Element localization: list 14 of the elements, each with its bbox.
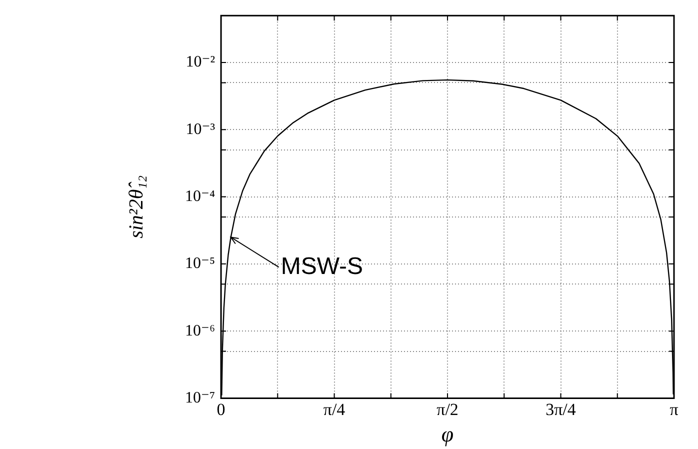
y-tick-label: 10⁻⁶ [184,322,216,340]
y-axis-title: sin²2θ̂₁₂ [125,175,148,238]
x-tick-label: 3π/4 [546,400,576,419]
x-tick-label: π/2 [436,400,458,419]
y-tick-label: 10⁻⁴ [184,188,216,205]
y-tick-label: 10⁻⁵ [184,255,216,272]
x-axis-title: φ [441,422,454,447]
x-tick-label: π/4 [323,400,346,419]
annotation: MSW-S [280,252,364,280]
y-tick-label: 10⁻³ [186,120,216,138]
x-tick-label: 0 [216,400,226,419]
y-tick-label: 10⁻⁷ [184,389,216,406]
y-tick-label: 10⁻² [186,54,216,71]
x-tick-label: π [670,400,679,419]
